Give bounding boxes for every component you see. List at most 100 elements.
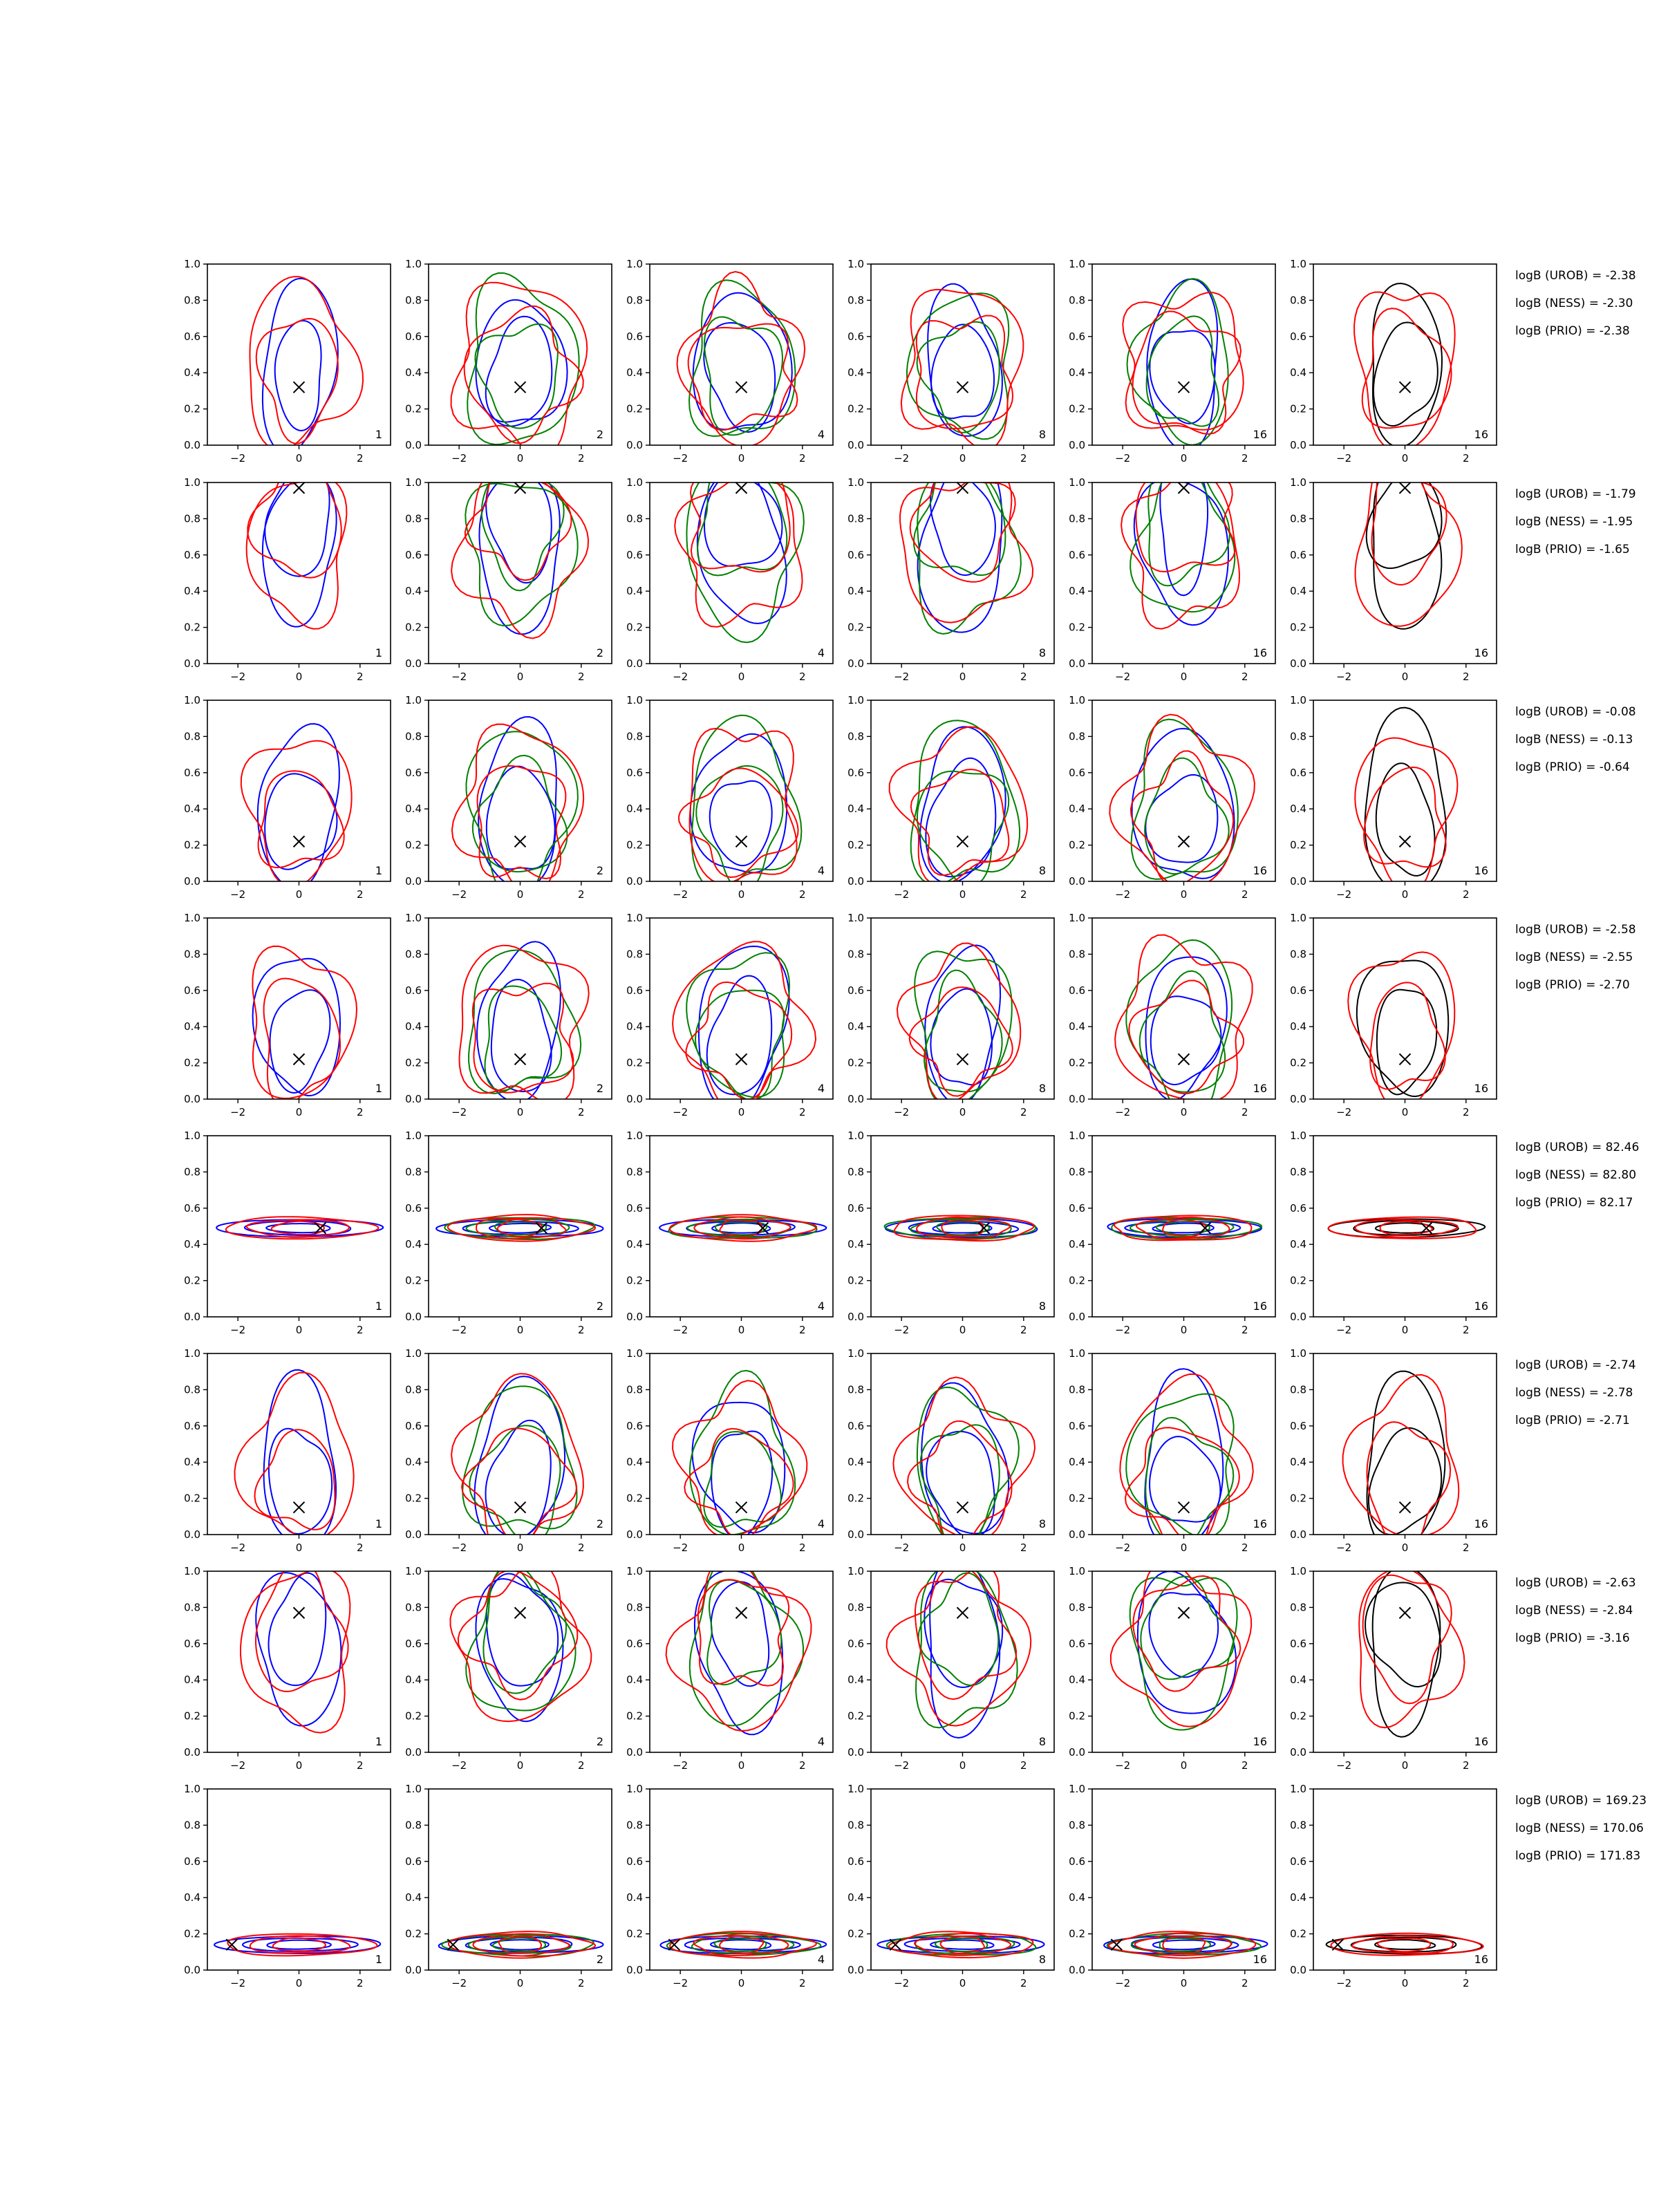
contour-red-level-1 bbox=[1327, 1216, 1477, 1239]
contour-red-level-1 bbox=[668, 1214, 818, 1242]
y-tick-label: 0.4 bbox=[626, 1020, 643, 1033]
contour-red-level-2 bbox=[906, 1420, 1013, 1535]
y-tick-label: 1.0 bbox=[1069, 1783, 1085, 1795]
y-tick-label: 0.6 bbox=[184, 1638, 200, 1650]
panel-r6-c5: −2 0 2 0.0 0.2 0.4 0.6 0.8 1.0 16 bbox=[1069, 1347, 1276, 1554]
panel-r6-c4: −2 0 2 0.0 0.2 0.4 0.6 0.8 1.0 8 bbox=[847, 1347, 1055, 1554]
y-tick-label: 1.0 bbox=[1069, 1347, 1085, 1360]
x-tick-label: 2 bbox=[578, 452, 585, 465]
y-tick-label: 0.8 bbox=[626, 512, 643, 525]
y-tick-label: 0.2 bbox=[405, 1928, 422, 1940]
logb-urob-row-4: logB (UROB) = -2.58 bbox=[1515, 923, 1636, 937]
contour-group bbox=[240, 1571, 351, 1734]
contour-green-level-3 bbox=[491, 1937, 547, 1952]
contour-green-level-2 bbox=[912, 482, 1006, 577]
true-value-marker bbox=[1331, 1938, 1344, 1951]
y-tick-label: 0.6 bbox=[847, 1638, 864, 1650]
panel-corner-label: 4 bbox=[818, 1517, 825, 1530]
y-tick-label: 0.6 bbox=[626, 330, 643, 343]
panel-corner-label: 1 bbox=[375, 1953, 382, 1966]
x-tick-label: 0 bbox=[296, 671, 303, 683]
logb-prio-row-8: logB (PRIO) = 171.83 bbox=[1515, 1849, 1640, 1863]
contour-red-level-1 bbox=[249, 276, 364, 445]
y-tick-label: 0.0 bbox=[184, 439, 200, 451]
y-tick-label: 0.4 bbox=[626, 585, 643, 597]
y-tick-label: 0.4 bbox=[847, 1891, 864, 1904]
x-tick-label: −2 bbox=[1115, 671, 1130, 683]
contour-group bbox=[234, 1369, 355, 1535]
contour-red-level-1 bbox=[1121, 482, 1241, 630]
panel-r1-c3: −2 0 2 0.0 0.2 0.4 0.6 0.8 1.0 4 bbox=[626, 258, 834, 465]
y-tick-label: 0.6 bbox=[184, 330, 200, 343]
y-tick-label: 0.8 bbox=[184, 294, 200, 306]
y-tick-label: 0.2 bbox=[1290, 621, 1306, 634]
y-tick-label: 0.4 bbox=[1069, 1674, 1085, 1686]
y-tick-label: 0.0 bbox=[1290, 1964, 1306, 1976]
y-tick-label: 0.8 bbox=[1069, 512, 1085, 525]
y-tick-label: 0.0 bbox=[405, 439, 422, 451]
y-tick-label: 1.0 bbox=[405, 476, 422, 489]
logb-urob-row-2: logB (UROB) = -1.79 bbox=[1515, 487, 1636, 501]
panel-corner-label: 8 bbox=[1039, 428, 1046, 441]
x-tick-label: 0 bbox=[296, 888, 303, 901]
y-tick-label: 0.6 bbox=[1290, 767, 1306, 779]
contour-red-level-3 bbox=[719, 1935, 764, 1954]
contour-blue-level-1 bbox=[1146, 278, 1219, 445]
y-tick-label: 0.0 bbox=[626, 1093, 643, 1105]
contour-red-level-2 bbox=[254, 1429, 336, 1530]
panel-corner-label: 16 bbox=[1253, 428, 1267, 441]
contour-black-level-1 bbox=[1364, 706, 1447, 881]
x-tick-label: −2 bbox=[673, 1977, 688, 1989]
contour-green-level-1 bbox=[691, 714, 803, 881]
x-tick-label: 0 bbox=[959, 1541, 966, 1554]
x-tick-label: 2 bbox=[1241, 888, 1248, 901]
panel-r4-c4: −2 0 2 0.0 0.2 0.4 0.6 0.8 1.0 8 bbox=[847, 912, 1055, 1118]
x-tick-label: 2 bbox=[1463, 1324, 1470, 1336]
contour-red-level-2 bbox=[255, 317, 339, 444]
y-tick-label: 0.2 bbox=[405, 839, 422, 852]
true-value-marker bbox=[1110, 1938, 1123, 1951]
contour-black-level-2 bbox=[1376, 988, 1438, 1096]
panel-corner-label: 1 bbox=[375, 1082, 382, 1095]
y-tick-label: 0.2 bbox=[184, 1710, 200, 1723]
contour-group bbox=[892, 1376, 1036, 1535]
contour-black-level-1 bbox=[1371, 282, 1443, 445]
x-tick-label: 0 bbox=[296, 452, 303, 465]
y-tick-label: 0.8 bbox=[405, 1601, 422, 1613]
panel-r6-c2: −2 0 2 0.0 0.2 0.4 0.6 0.8 1.0 2 bbox=[405, 1347, 612, 1554]
y-tick-label: 0.6 bbox=[847, 330, 864, 343]
logb-prio-row-4: logB (PRIO) = -2.70 bbox=[1515, 978, 1630, 992]
x-tick-label: −2 bbox=[451, 452, 467, 465]
y-tick-label: 1.0 bbox=[405, 1347, 422, 1360]
y-tick-label: 0.2 bbox=[184, 1275, 200, 1287]
y-tick-label: 0.8 bbox=[1290, 1165, 1306, 1178]
y-tick-label: 0.0 bbox=[626, 875, 643, 888]
y-tick-label: 1.0 bbox=[1290, 1347, 1306, 1360]
x-tick-label: 2 bbox=[799, 1759, 806, 1772]
y-tick-label: 1.0 bbox=[847, 258, 864, 270]
panel-r2-c1: −2 0 2 0.0 0.2 0.4 0.6 0.8 1.0 1 bbox=[184, 476, 391, 683]
x-tick-label: 0 bbox=[1402, 888, 1409, 901]
x-tick-label: −2 bbox=[1115, 452, 1130, 465]
contour-group bbox=[1342, 1370, 1460, 1535]
contour-group bbox=[659, 1214, 827, 1242]
contour-black-level-2 bbox=[1365, 482, 1443, 570]
panel-corner-label: 1 bbox=[375, 1517, 382, 1530]
panel-r8-c2: −2 0 2 0.0 0.2 0.4 0.6 0.8 1.0 2 bbox=[405, 1783, 612, 1989]
contour-blue-level-2 bbox=[241, 1937, 359, 1952]
panel-r6-c3: −2 0 2 0.0 0.2 0.4 0.6 0.8 1.0 4 bbox=[626, 1347, 834, 1554]
contour-green-level-1 bbox=[1125, 939, 1233, 1099]
y-tick-label: 0.8 bbox=[1290, 730, 1306, 742]
y-tick-label: 0.6 bbox=[626, 549, 643, 561]
x-tick-label: −2 bbox=[1336, 1106, 1351, 1118]
panel-r5-c1: −2 0 2 0.0 0.2 0.4 0.6 0.8 1.0 1 bbox=[184, 1130, 391, 1336]
y-tick-label: 0.2 bbox=[405, 1057, 422, 1069]
contour-red-level-2 bbox=[463, 305, 584, 444]
x-tick-label: 2 bbox=[357, 452, 364, 465]
y-tick-label: 0.4 bbox=[184, 1020, 200, 1033]
contour-green-level-2 bbox=[1147, 482, 1230, 587]
contour-group bbox=[1114, 934, 1253, 1099]
y-tick-label: 0.4 bbox=[1069, 585, 1085, 597]
y-tick-label: 0.0 bbox=[847, 439, 864, 451]
true-value-marker bbox=[514, 482, 527, 494]
